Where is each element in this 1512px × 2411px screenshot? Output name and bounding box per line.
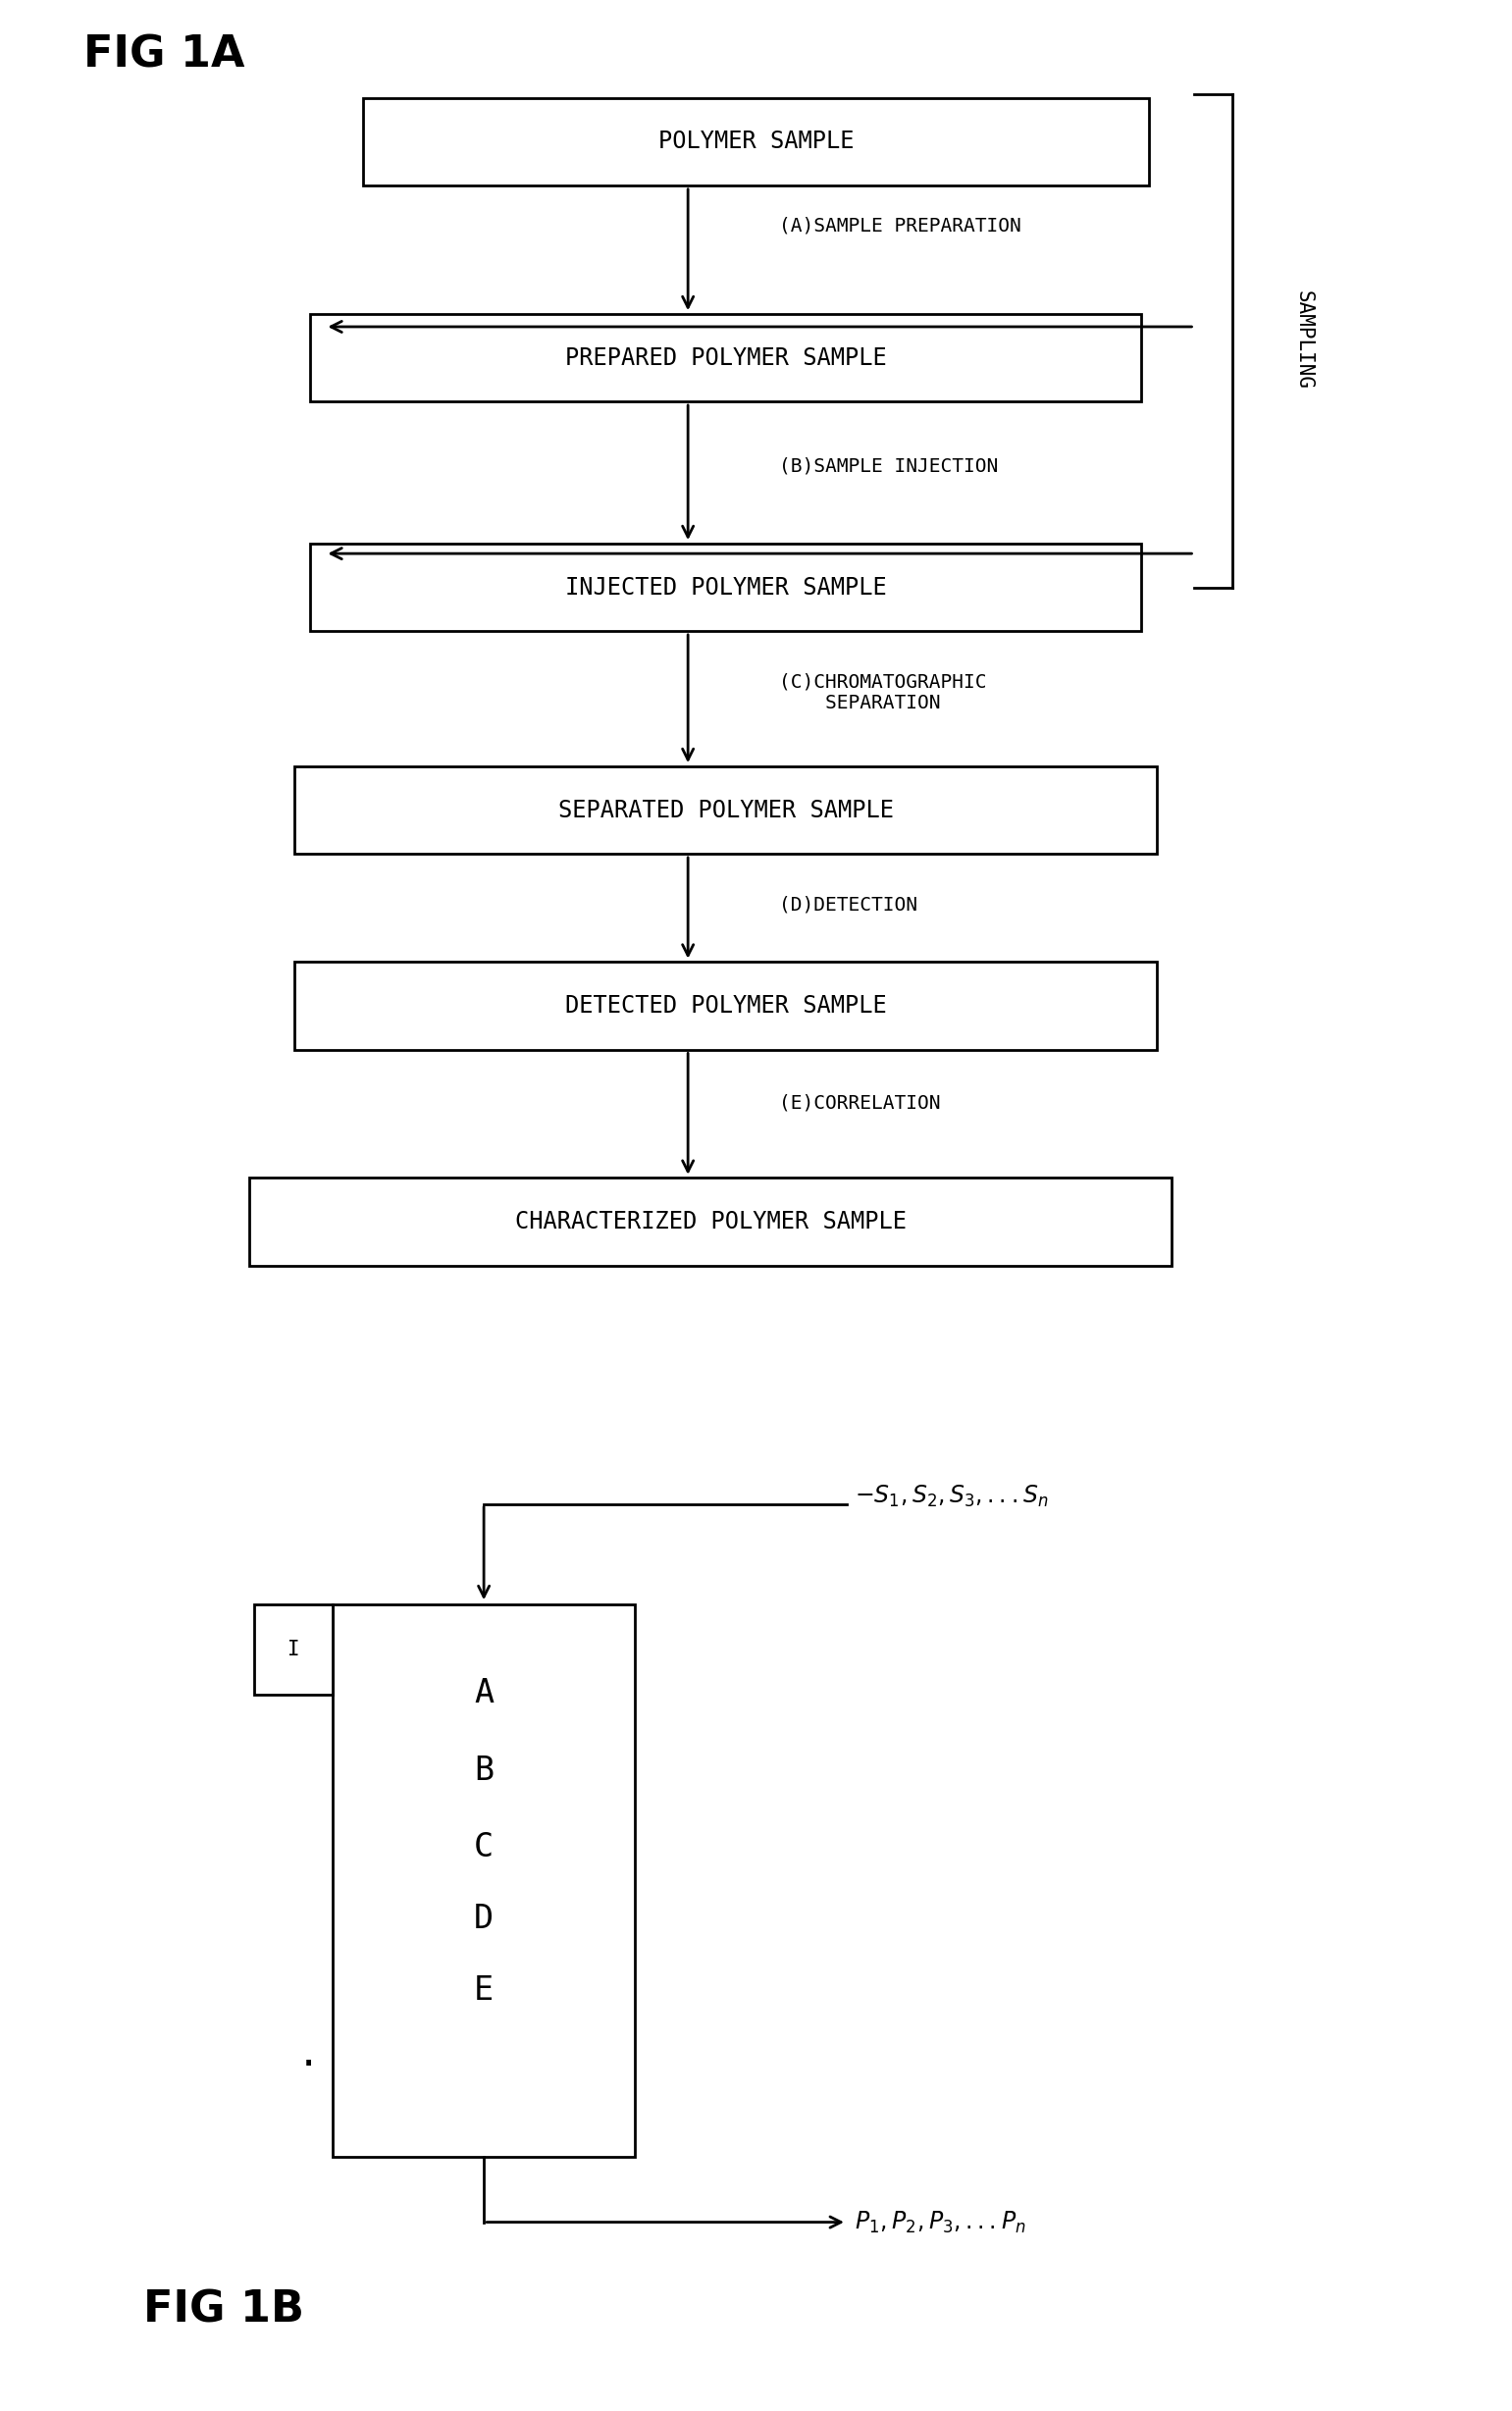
- Text: (E)CORRELATION: (E)CORRELATION: [779, 1095, 940, 1111]
- Text: POLYMER SAMPLE: POLYMER SAMPLE: [658, 130, 854, 154]
- Bar: [254, 1606, 333, 1695]
- Text: B: B: [473, 1755, 494, 1787]
- Text: FIG 1B: FIG 1B: [144, 2288, 304, 2331]
- Text: (B)SAMPLE INJECTION: (B)SAMPLE INJECTION: [779, 456, 998, 475]
- Text: CHARACTERIZED POLYMER SAMPLE: CHARACTERIZED POLYMER SAMPLE: [516, 1210, 906, 1234]
- Text: INJECTED POLYMER SAMPLE: INJECTED POLYMER SAMPLE: [565, 576, 886, 598]
- Text: SAMPLING: SAMPLING: [1294, 292, 1312, 391]
- Text: (D)DETECTION: (D)DETECTION: [779, 894, 916, 914]
- Text: (A)SAMPLE PREPARATION: (A)SAMPLE PREPARATION: [779, 217, 1021, 234]
- Text: PREPARED POLYMER SAMPLE: PREPARED POLYMER SAMPLE: [565, 347, 886, 369]
- Text: D: D: [473, 1902, 494, 1936]
- Bar: [310, 542, 1142, 632]
- Text: (C)CHROMATOGRAPHIC
    SEPARATION: (C)CHROMATOGRAPHIC SEPARATION: [779, 673, 986, 714]
- Text: I: I: [287, 1639, 299, 1659]
- Text: FIG 1A: FIG 1A: [83, 34, 245, 77]
- Bar: [249, 1179, 1172, 1266]
- Text: $P_1,P_2,P_3,...P_n$: $P_1,P_2,P_3,...P_n$: [854, 2208, 1025, 2235]
- Text: E: E: [473, 1975, 494, 2006]
- Text: DETECTED POLYMER SAMPLE: DETECTED POLYMER SAMPLE: [565, 993, 886, 1017]
- Bar: [363, 99, 1149, 186]
- Text: SEPARATED POLYMER SAMPLE: SEPARATED POLYMER SAMPLE: [558, 798, 894, 822]
- Bar: [310, 313, 1142, 403]
- Bar: [295, 962, 1157, 1049]
- Text: A: A: [473, 1676, 494, 1709]
- Text: $-S_1,S_2,S_3,...S_n$: $-S_1,S_2,S_3,...S_n$: [854, 1483, 1048, 1509]
- Bar: [295, 767, 1157, 853]
- Text: .: .: [296, 2035, 321, 2073]
- Bar: [333, 1606, 635, 2155]
- Text: C: C: [473, 1832, 494, 1864]
